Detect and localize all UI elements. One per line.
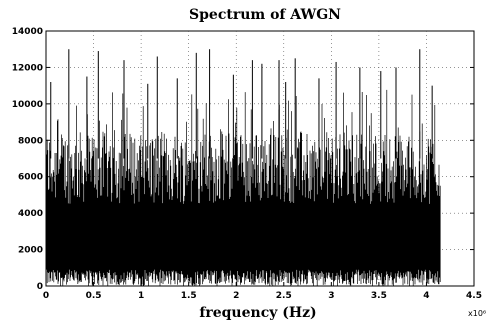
y-tick-label: 8000 — [18, 136, 43, 146]
y-tick-label: 0 — [37, 282, 43, 292]
x-axis-ticks: 0 0.5 1 1.5 2 2.5 3 3.5 4 4.5 — [43, 282, 482, 301]
x-tick-label: 4 — [423, 291, 429, 301]
x-tick-label: 4.5 — [466, 291, 482, 301]
x-axis-multiplier: x10⁶ — [468, 309, 486, 318]
x-tick-label: 3.5 — [371, 291, 387, 301]
noise-series — [45, 49, 441, 286]
plot-area-frame — [45, 30, 475, 287]
y-tick-label: 4000 — [18, 209, 43, 219]
y-tick-label: 10000 — [12, 100, 43, 110]
x-axis-label: frequency (Hz) — [199, 305, 316, 321]
y-axis-ticks: 0 2000 4000 6000 8000 10000 12000 14000 — [12, 27, 474, 292]
x-tick-label: 1.5 — [181, 291, 197, 301]
x-tick-label: 2 — [233, 291, 239, 301]
y-tick-label: 12000 — [12, 63, 43, 73]
chart-title: Spectrum of AWGN — [189, 7, 341, 23]
x-tick-label: 1 — [138, 291, 144, 301]
y-tick-label: 2000 — [18, 246, 43, 256]
x-tick-label: 3 — [328, 291, 334, 301]
y-tick-label: 6000 — [18, 173, 43, 183]
x-tick-label: 0.5 — [86, 291, 102, 301]
x-tick-label: 2.5 — [276, 291, 292, 301]
noise-band — [45, 89, 441, 286]
y-tick-label: 14000 — [12, 27, 43, 37]
x-tick-label: 0 — [43, 291, 49, 301]
